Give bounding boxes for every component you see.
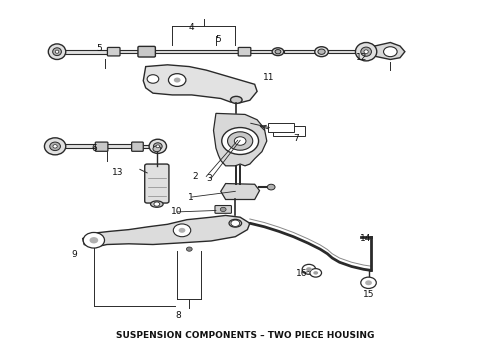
Polygon shape xyxy=(221,184,260,199)
Ellipse shape xyxy=(229,219,242,227)
Circle shape xyxy=(179,228,185,233)
Circle shape xyxy=(173,224,191,237)
FancyBboxPatch shape xyxy=(145,164,169,203)
Circle shape xyxy=(313,271,318,275)
Polygon shape xyxy=(214,113,267,166)
Ellipse shape xyxy=(318,49,325,54)
Text: 16: 16 xyxy=(296,269,308,278)
Polygon shape xyxy=(107,144,134,148)
Text: 14: 14 xyxy=(360,234,371,243)
Ellipse shape xyxy=(49,44,66,59)
Polygon shape xyxy=(370,42,405,59)
Polygon shape xyxy=(154,50,240,54)
Text: 12: 12 xyxy=(356,53,367,62)
Circle shape xyxy=(306,267,312,271)
Ellipse shape xyxy=(149,139,167,153)
FancyBboxPatch shape xyxy=(138,46,155,57)
Circle shape xyxy=(365,280,372,285)
FancyBboxPatch shape xyxy=(215,206,231,213)
Ellipse shape xyxy=(150,201,163,207)
Circle shape xyxy=(220,207,226,212)
Text: 6: 6 xyxy=(91,144,97,153)
Text: 7: 7 xyxy=(294,134,299,143)
Text: SUSPENSION COMPONENTS – TWO PIECE HOUSING: SUSPENSION COMPONENTS – TWO PIECE HOUSIN… xyxy=(116,332,374,341)
Polygon shape xyxy=(55,144,97,148)
Ellipse shape xyxy=(230,96,242,103)
Circle shape xyxy=(147,75,159,83)
Circle shape xyxy=(234,137,246,145)
FancyBboxPatch shape xyxy=(132,142,143,151)
Circle shape xyxy=(361,277,376,288)
Polygon shape xyxy=(328,50,356,53)
Text: 13: 13 xyxy=(112,168,124,177)
Text: 3: 3 xyxy=(206,174,212,183)
Circle shape xyxy=(169,74,186,86)
Circle shape xyxy=(310,269,321,277)
Ellipse shape xyxy=(156,145,160,148)
Polygon shape xyxy=(142,145,155,148)
FancyBboxPatch shape xyxy=(238,48,251,56)
Ellipse shape xyxy=(45,138,66,155)
Polygon shape xyxy=(119,50,141,54)
Ellipse shape xyxy=(275,50,281,54)
Circle shape xyxy=(231,220,240,226)
Ellipse shape xyxy=(55,50,59,53)
Ellipse shape xyxy=(355,42,377,61)
Text: 4: 4 xyxy=(189,23,195,32)
Text: 5: 5 xyxy=(216,36,221,45)
Ellipse shape xyxy=(53,145,57,148)
Ellipse shape xyxy=(315,47,328,57)
Circle shape xyxy=(174,77,181,82)
Text: 8: 8 xyxy=(175,311,181,320)
Ellipse shape xyxy=(153,143,162,150)
Ellipse shape xyxy=(50,142,60,150)
Ellipse shape xyxy=(272,48,284,55)
Circle shape xyxy=(90,237,98,243)
Circle shape xyxy=(267,184,275,190)
FancyBboxPatch shape xyxy=(268,123,294,132)
Circle shape xyxy=(227,132,253,150)
Ellipse shape xyxy=(364,50,368,54)
Text: 2: 2 xyxy=(193,172,198,181)
Polygon shape xyxy=(143,65,257,103)
Text: 1: 1 xyxy=(188,193,194,202)
FancyBboxPatch shape xyxy=(272,126,305,136)
FancyBboxPatch shape xyxy=(107,48,120,56)
Circle shape xyxy=(153,146,161,152)
Polygon shape xyxy=(83,215,250,247)
Text: 10: 10 xyxy=(171,207,182,216)
Text: 11: 11 xyxy=(263,73,274,82)
Circle shape xyxy=(222,127,259,154)
Text: 15: 15 xyxy=(363,290,374,299)
Polygon shape xyxy=(284,50,318,53)
Text: 5: 5 xyxy=(96,44,101,53)
Polygon shape xyxy=(57,50,109,54)
Ellipse shape xyxy=(53,48,61,55)
Circle shape xyxy=(83,233,104,248)
FancyBboxPatch shape xyxy=(96,142,108,151)
Ellipse shape xyxy=(361,47,371,56)
Text: 9: 9 xyxy=(72,250,77,259)
Circle shape xyxy=(302,264,316,274)
Circle shape xyxy=(186,247,192,251)
Circle shape xyxy=(154,202,160,206)
Polygon shape xyxy=(250,50,274,53)
Circle shape xyxy=(384,47,397,57)
